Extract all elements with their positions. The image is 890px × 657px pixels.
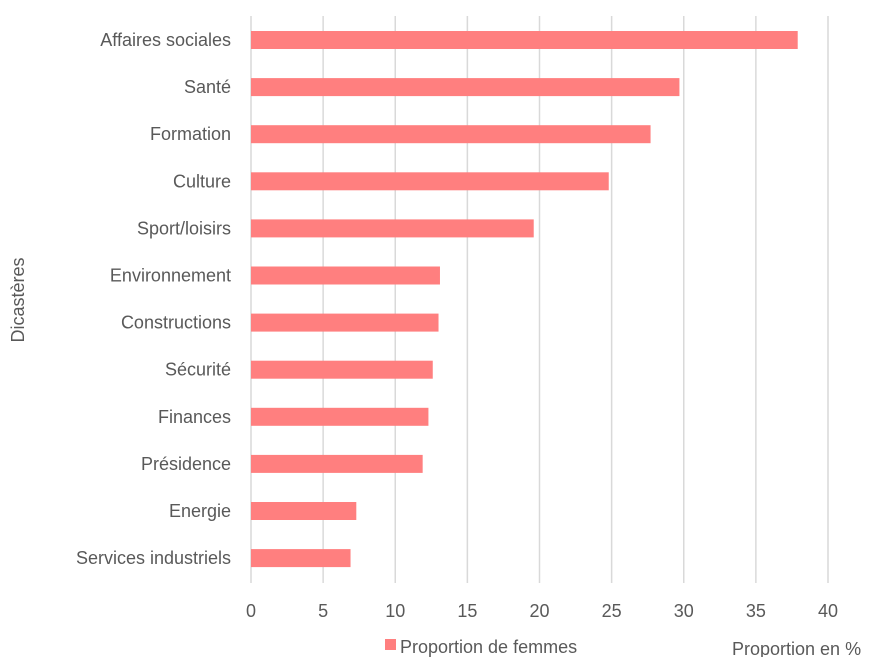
legend-label: Proportion de femmes: [400, 637, 577, 657]
bar: [251, 502, 357, 520]
legend-swatch: [385, 639, 396, 650]
bar: [251, 454, 423, 473]
x-tick-label: 35: [746, 601, 766, 621]
x-tick-label: 15: [457, 601, 477, 621]
category-label: Finances: [158, 407, 231, 427]
bar: [251, 313, 439, 332]
bar: [251, 78, 680, 97]
category-label: Sport/loisirs: [137, 218, 231, 238]
bar: [251, 407, 429, 426]
bar: [251, 360, 433, 379]
bar: [251, 125, 651, 144]
x-tick-label: 25: [602, 601, 622, 621]
category-labels: Affaires sociales Santé Formation Culture S…: [76, 30, 231, 568]
category-label: Culture: [173, 171, 231, 191]
legend: Proportion de femmes: [385, 637, 577, 657]
x-tick-label: 20: [529, 601, 549, 621]
category-label: Environnement: [110, 266, 231, 286]
category-label: Présidence: [141, 454, 231, 474]
category-label: Services industriels: [76, 548, 231, 568]
bar: [251, 31, 798, 49]
bar: [251, 266, 440, 285]
x-axis-title: Proportion en %: [732, 639, 861, 657]
category-label: Formation: [150, 124, 231, 144]
x-tick-label: 10: [385, 601, 405, 621]
bar: [251, 549, 351, 568]
y-axis-title: Dicastères: [8, 257, 28, 342]
x-tick-label: 40: [818, 601, 838, 621]
gridlines: [250, 16, 829, 583]
category-label: Santé: [184, 77, 231, 97]
category-label: Affaires sociales: [100, 30, 231, 50]
bars: [251, 31, 798, 568]
category-label: Sécurité: [165, 360, 231, 380]
category-label: Energie: [169, 501, 231, 521]
category-label: Constructions: [121, 313, 231, 333]
x-tick-label: 30: [674, 601, 694, 621]
bar: [251, 219, 534, 238]
x-tick-label: 5: [318, 601, 328, 621]
x-tick-label: 0: [246, 601, 256, 621]
x-tick-labels: 0 5 10 15 20 25 30 35 40: [246, 601, 838, 621]
bar: [251, 172, 609, 191]
